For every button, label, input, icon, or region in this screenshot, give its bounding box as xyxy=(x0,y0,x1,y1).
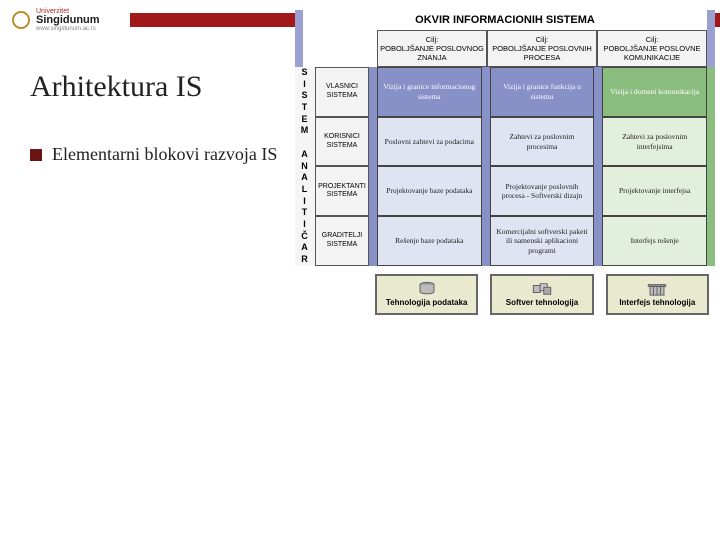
tech-label: Softver tehnologija xyxy=(506,298,578,307)
matrix-column: Vizija i granice funkcija u sistemuZahte… xyxy=(490,67,603,266)
matrix-cell: Projektovanje poslovnih procesa - Softve… xyxy=(490,166,595,216)
stakeholder-cell: PROJEKTANTI SISTEMA xyxy=(315,166,369,216)
technology-row: Tehnologija podataka Softver tehnologija I… xyxy=(295,274,715,315)
roles-column: SISTEM ANALITIČAR xyxy=(295,67,315,266)
stakeholders-column: VLASNICI SISTEMAKORISNICI SISTEMAPROJEKT… xyxy=(315,67,369,266)
goal-cell: Cilj:POBOLJŠANJE POSLOVNE KOMUNIKACIJE xyxy=(597,30,707,67)
matrix-cell: Vizija i domeni komunikacija xyxy=(602,67,707,117)
matrix-cell: Projektovanje baze podataka xyxy=(377,166,482,216)
matrix-cell: Vizija i granice informacionog sistema xyxy=(377,67,482,117)
bullet-item: Elementarni blokovi razvoja IS xyxy=(30,144,280,165)
tech-label: Interfejs tehnologija xyxy=(619,298,695,307)
matrix-cell: Zahtevi za poslovnim procesima xyxy=(490,117,595,167)
bullet-text: Elementarni blokovi razvoja IS xyxy=(52,144,277,165)
matrix-cell: Rešenje baze podataka xyxy=(377,216,482,266)
university-logo: Univerzitet Singidunum www.singidunum.ac… xyxy=(0,0,130,40)
bullet-square-icon xyxy=(30,149,42,161)
is-framework-diagram: OKVIR INFORMACIONIH SISTEMA Cilj:POBOLJŠ… xyxy=(295,10,715,315)
matrix-cell: Komercijalni softverski paketi ili namen… xyxy=(490,216,595,266)
matrix-cell: Zahtevi za poslovnim interfejsima xyxy=(602,117,707,167)
goal-cell: Cilj:POBOLJŠANJE POSLOVNIH PROCESA xyxy=(487,30,597,67)
logo-mark-icon xyxy=(12,11,30,29)
matrix-column: Vizija i domeni komunikacijaZahtevi za p… xyxy=(602,67,715,266)
framework-title: OKVIR INFORMACIONIH SISTEMA xyxy=(295,10,715,30)
stakeholder-cell: KORISNICI SISTEMA xyxy=(315,117,369,167)
technology-cell: Softver tehnologija xyxy=(490,274,593,315)
slide-title: Arhitektura IS xyxy=(30,70,280,104)
stakeholder-cell: GRADITELJI SISTEMA xyxy=(315,216,369,266)
matrix-cell: Projektovanje interfejsa xyxy=(602,166,707,216)
stakeholder-cell: VLASNICI SISTEMA xyxy=(315,67,369,117)
matrix: Vizija i granice informacionog sistemaPo… xyxy=(369,67,715,266)
slide-body-left: Arhitektura IS Elementarni blokovi razvo… xyxy=(30,70,280,165)
matrix-cell: Poslovni zahtevi za podacima xyxy=(377,117,482,167)
technology-cell: Tehnologija podataka xyxy=(375,274,478,315)
logo-name: Singidunum xyxy=(36,15,100,26)
tech-label: Tehnologija podataka xyxy=(386,298,468,307)
matrix-cell: Vizija i granice funkcija u sistemu xyxy=(490,67,595,117)
goal-cell: Cilj:POBOLJŠANJE POSLOVNOG ZNANJA xyxy=(377,30,487,67)
logo-text: Univerzitet Singidunum www.singidunum.ac… xyxy=(36,8,100,32)
logo-url: www.singidunum.ac.rs xyxy=(36,26,100,32)
technology-cell: Interfejs tehnologija xyxy=(606,274,709,315)
goals-row: Cilj:POBOLJŠANJE POSLOVNOG ZNANJACilj:PO… xyxy=(295,30,715,67)
matrix-column: Vizija i granice informacionog sistemaPo… xyxy=(369,67,490,266)
matrix-cell: Interfejs rešenje xyxy=(602,216,707,266)
main-grid: SISTEM ANALITIČAR VLASNICI SISTEMAKORISN… xyxy=(295,67,715,266)
